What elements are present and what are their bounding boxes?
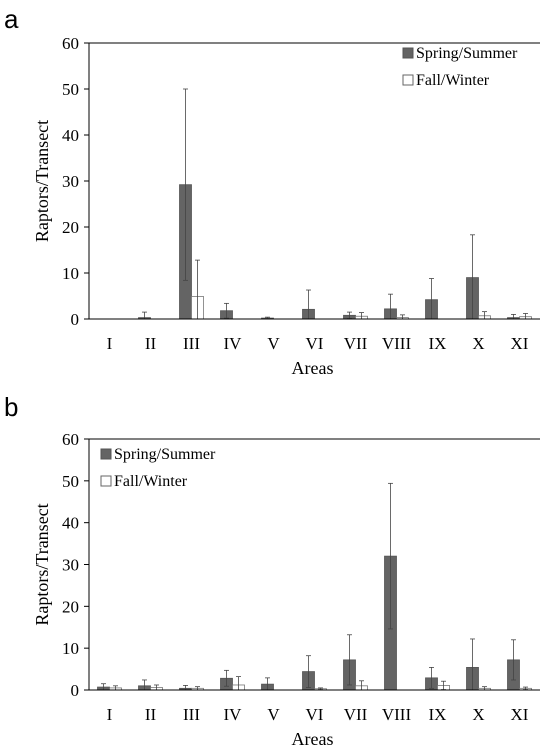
y-tick-label: 0 [71,681,80,700]
x-tick-label: X [472,705,484,724]
x-tick-label: IX [429,705,447,724]
y-tick-label: 60 [62,430,79,449]
x-tick-label: III [183,334,200,353]
x-tick-label: I [107,334,113,353]
legend: Spring/Summer Fall/Winter [402,45,518,89]
y-axis-label: Raptors/Transect [32,120,52,242]
y-tick-label: 20 [62,218,79,237]
legend: Spring/Summer Fall/Winter [100,446,216,490]
y-tick-label: 50 [62,472,79,491]
x-tick-label: IX [429,334,447,353]
legend-label-fall-winter: Fall/Winter [416,72,490,89]
legend-swatch-spring-summer [100,448,112,460]
x-tick-label: I [107,705,113,724]
y-axis-label: Raptors/Transect [32,503,52,625]
x-tick-label: V [267,705,280,724]
y-tick-label: 0 [71,310,80,329]
legend-label-fall-winter: Fall/Winter [114,473,188,490]
x-tick-label: VIII [382,705,412,724]
x-tick-label: II [145,334,157,353]
x-axis-label: Areas [292,729,334,749]
x-tick-label: VI [306,705,324,724]
y-tick-label: 30 [62,556,79,575]
y-tick-label: 10 [62,264,79,283]
y-tick-label: 10 [62,639,79,658]
x-tick-label: VII [344,334,368,353]
legend-label-spring-summer: Spring/Summer [416,45,518,62]
x-tick-label: XI [511,334,529,353]
y-tick-label: 40 [62,514,79,533]
x-tick-label: V [267,334,280,353]
legend-label-spring-summer: Spring/Summer [114,446,216,463]
x-tick-label: X [472,334,484,353]
x-tick-label: III [183,705,200,724]
y-tick-label: 60 [62,34,79,53]
y-tick-label: 50 [62,80,79,99]
panel-letter: b [4,392,18,422]
legend-swatch-fall-winter [100,475,112,487]
y-tick-label: 20 [62,597,79,616]
x-tick-label: IV [224,705,243,724]
x-tick-label: IV [224,334,243,353]
panel-letter: a [4,4,19,34]
y-tick-label: 30 [62,172,79,191]
x-tick-label: VI [306,334,324,353]
x-tick-label: II [145,705,157,724]
legend-swatch-spring-summer [402,47,414,59]
x-tick-label: XI [511,705,529,724]
legend-swatch-fall-winter [402,74,414,86]
x-tick-label: VII [344,705,368,724]
x-axis-label: Areas [292,358,334,378]
y-tick-label: 40 [62,126,79,145]
x-tick-label: VIII [382,334,412,353]
